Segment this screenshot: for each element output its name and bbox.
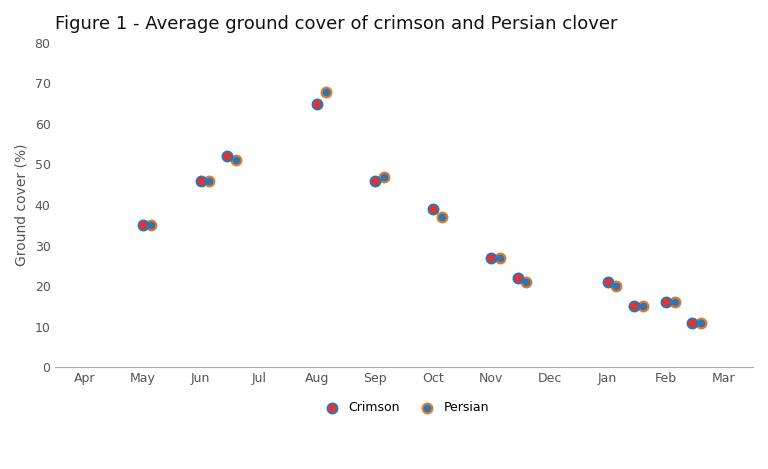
Figure 1 - Average ground cover of crimson and Persian clover (601, 278, 614, 286)
Figure 1 - Average ground cover of crimson and Persian clover (660, 298, 672, 306)
Figure 1 - Average ground cover of crimson and Persian clover (427, 205, 439, 213)
Figure 1 - Average ground cover of crimson and Persian clover (511, 274, 524, 282)
Figure 1 - Average ground cover of crimson and Persian clover (230, 157, 242, 164)
Text: Figure 1 - Average ground cover of crimson and Persian clover: Figure 1 - Average ground cover of crims… (55, 15, 618, 33)
Figure 1 - Average ground cover of crimson and Persian clover (311, 100, 323, 107)
Y-axis label: Ground cover (%): Ground cover (%) (15, 144, 29, 266)
Figure 1 - Average ground cover of crimson and Persian clover (145, 221, 157, 229)
Figure 1 - Average ground cover of crimson and Persian clover (220, 152, 233, 160)
Figure 1 - Average ground cover of crimson and Persian clover (319, 88, 332, 95)
Figure 1 - Average ground cover of crimson and Persian clover (520, 278, 532, 286)
Figure 1 - Average ground cover of crimson and Persian clover (436, 213, 449, 221)
Figure 1 - Average ground cover of crimson and Persian clover (369, 177, 381, 184)
Figure 1 - Average ground cover of crimson and Persian clover (637, 303, 649, 310)
Figure 1 - Average ground cover of crimson and Persian clover (137, 221, 149, 229)
Figure 1 - Average ground cover of crimson and Persian clover (611, 282, 623, 290)
Figure 1 - Average ground cover of crimson and Persian clover (694, 319, 707, 326)
Figure 1 - Average ground cover of crimson and Persian clover (378, 173, 390, 181)
Figure 1 - Average ground cover of crimson and Persian clover (494, 254, 506, 261)
Legend: Crimson, Persian: Crimson, Persian (314, 396, 494, 419)
Figure 1 - Average ground cover of crimson and Persian clover (194, 177, 207, 184)
Figure 1 - Average ground cover of crimson and Persian clover (668, 298, 680, 306)
Figure 1 - Average ground cover of crimson and Persian clover (485, 254, 498, 261)
Figure 1 - Average ground cover of crimson and Persian clover (686, 319, 698, 326)
Figure 1 - Average ground cover of crimson and Persian clover (204, 177, 216, 184)
Figure 1 - Average ground cover of crimson and Persian clover (627, 303, 640, 310)
